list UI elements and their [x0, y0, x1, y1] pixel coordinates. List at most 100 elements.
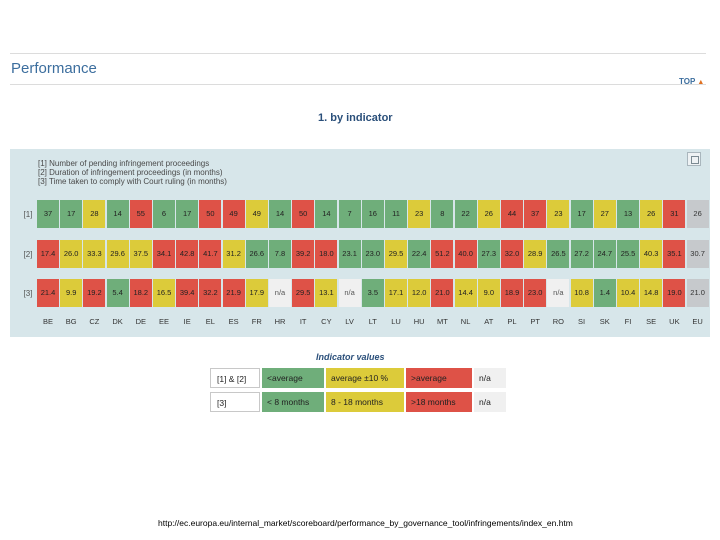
- top-link[interactable]: TOP ▲: [679, 77, 704, 86]
- indicator-cell[interactable]: n/a: [338, 279, 361, 307]
- indicator-cell[interactable]: 14: [269, 200, 291, 228]
- indicator-cell[interactable]: 22: [454, 200, 477, 228]
- indicator-cell[interactable]: 16.5: [153, 279, 175, 307]
- indicator-cell[interactable]: 29.6: [106, 240, 129, 268]
- indicator-cell[interactable]: 41.7: [199, 240, 222, 268]
- indicator-cell[interactable]: 21.0: [431, 279, 454, 307]
- indicator-cell[interactable]: 23.0: [361, 240, 384, 268]
- legend-line: [2] Duration of infringement proceedings…: [38, 168, 223, 177]
- indicator-cell[interactable]: 51.2: [431, 240, 454, 268]
- indicator-cell[interactable]: 32.2: [199, 279, 222, 307]
- iv-over-18-months: >18 months: [406, 392, 472, 412]
- indicator-cell[interactable]: 11: [385, 200, 407, 228]
- indicator-cell[interactable]: 28: [83, 200, 106, 228]
- country-label: NL: [460, 317, 471, 326]
- print-icon[interactable]: [687, 152, 701, 166]
- indicator-cell[interactable]: 27.2: [570, 240, 593, 268]
- indicator-cell[interactable]: 14.8: [640, 279, 663, 307]
- indicator-cell[interactable]: 9.0: [477, 279, 500, 307]
- indicator-cell[interactable]: 33.3: [83, 240, 106, 268]
- indicator-cell[interactable]: 29.5: [292, 279, 315, 307]
- indicator-cell[interactable]: 23.0: [524, 279, 547, 307]
- indicator-cell[interactable]: 1.4: [593, 279, 616, 307]
- indicator-cell[interactable]: 17: [60, 200, 83, 228]
- indicator-cell[interactable]: 17.9: [245, 279, 268, 307]
- indicator-cell[interactable]: 5.4: [106, 279, 129, 307]
- indicator-cell[interactable]: 42.8: [176, 240, 199, 268]
- indicator-cell[interactable]: 50: [199, 200, 222, 228]
- indicator-cell[interactable]: 23: [547, 200, 570, 228]
- source-url[interactable]: http://ec.europa.eu/internal_market/scor…: [158, 518, 573, 528]
- indicator-cell[interactable]: 40.3: [640, 240, 663, 268]
- indicator-cell[interactable]: 12.0: [408, 279, 431, 307]
- indicator-cell[interactable]: 26: [686, 200, 709, 228]
- indicator-cell[interactable]: 39.4: [176, 279, 199, 307]
- indicator-cell[interactable]: 26.0: [60, 240, 83, 268]
- indicator-cell[interactable]: 31: [663, 200, 686, 228]
- indicator-cell[interactable]: 26: [477, 200, 500, 228]
- indicator-cell[interactable]: 23: [408, 200, 431, 228]
- indicator-cell[interactable]: 13: [617, 200, 639, 228]
- arrow-up-icon: ▲: [697, 79, 705, 86]
- indicator-cell[interactable]: 24.7: [593, 240, 616, 268]
- indicator-cell[interactable]: 8: [431, 200, 454, 228]
- indicator-cell[interactable]: 26.5: [547, 240, 570, 268]
- indicator-cell[interactable]: 17: [176, 200, 199, 228]
- indicator-cell[interactable]: 21.4: [37, 279, 59, 307]
- indicator-cell[interactable]: 13.1: [315, 279, 338, 307]
- indicator-cell[interactable]: 27.3: [477, 240, 500, 268]
- indicator-cell[interactable]: 32.0: [501, 240, 523, 268]
- indicator-cell[interactable]: 35.1: [663, 240, 686, 268]
- indicator-cell[interactable]: 26.6: [245, 240, 268, 268]
- indicator-cell[interactable]: 25.5: [617, 240, 639, 268]
- indicator-cell[interactable]: 17.1: [385, 279, 407, 307]
- country-label: ES: [228, 317, 239, 326]
- indicator-cell[interactable]: 18.9: [501, 279, 523, 307]
- indicator-cell[interactable]: 14: [106, 200, 129, 228]
- indicator-cell[interactable]: 18.0: [315, 240, 338, 268]
- indicator-cell[interactable]: 37: [37, 200, 59, 228]
- indicator-cell[interactable]: 55: [129, 200, 152, 228]
- indicator-cell[interactable]: 23.1: [338, 240, 361, 268]
- indicator-cell[interactable]: 16: [361, 200, 384, 228]
- indicator-cell[interactable]: n/a: [547, 279, 570, 307]
- indicator-cell[interactable]: 26: [640, 200, 663, 228]
- indicator-cell[interactable]: 27: [593, 200, 616, 228]
- indicator-cell[interactable]: 7.8: [269, 240, 291, 268]
- indicator-cell[interactable]: 17: [570, 200, 593, 228]
- indicator-cell[interactable]: 19.2: [83, 279, 106, 307]
- indicator-cell[interactable]: 37: [524, 200, 547, 228]
- indicator-cell[interactable]: 18.2: [129, 279, 152, 307]
- indicator-cell[interactable]: 10.8: [570, 279, 593, 307]
- country-label: CY: [321, 317, 332, 326]
- indicator-cell[interactable]: 40.0: [454, 240, 477, 268]
- indicator-cell[interactable]: 50: [292, 200, 315, 228]
- indicator-cell[interactable]: 6: [153, 200, 175, 228]
- indicator-cell[interactable]: 21.0: [686, 279, 709, 307]
- indicator-cell[interactable]: 37.5: [129, 240, 152, 268]
- indicator-cell[interactable]: 21.9: [222, 279, 245, 307]
- indicator-cell[interactable]: 31.2: [222, 240, 245, 268]
- indicator-cell[interactable]: 10.4: [617, 279, 639, 307]
- indicator-cell[interactable]: 3.5: [361, 279, 384, 307]
- indicator-cell[interactable]: n/a: [269, 279, 291, 307]
- indicator-cell[interactable]: 30.7: [686, 240, 709, 268]
- indicator-cell[interactable]: 44: [501, 200, 523, 228]
- indicator-cell[interactable]: 17.4: [37, 240, 59, 268]
- indicator-cell[interactable]: 34.1: [153, 240, 175, 268]
- indicator-cell[interactable]: 39.2: [292, 240, 315, 268]
- indicator-cell[interactable]: 49: [222, 200, 245, 228]
- indicator-cell[interactable]: 28.9: [524, 240, 547, 268]
- row-label: [2]: [23, 250, 33, 259]
- indicator-cell[interactable]: 14.4: [454, 279, 477, 307]
- country-label: EL: [205, 317, 215, 326]
- indicator-cell[interactable]: 49: [245, 200, 268, 228]
- indicator-cell[interactable]: 29.5: [385, 240, 407, 268]
- indicator-cell[interactable]: 9.9: [60, 279, 83, 307]
- indicator-cell[interactable]: 19.0: [663, 279, 686, 307]
- iv-row-label: [3]: [210, 392, 260, 412]
- country-label: PT: [530, 317, 540, 326]
- indicator-cell[interactable]: 22.4: [408, 240, 431, 268]
- indicator-cell[interactable]: 14: [315, 200, 338, 228]
- indicator-cell[interactable]: 7: [338, 200, 361, 228]
